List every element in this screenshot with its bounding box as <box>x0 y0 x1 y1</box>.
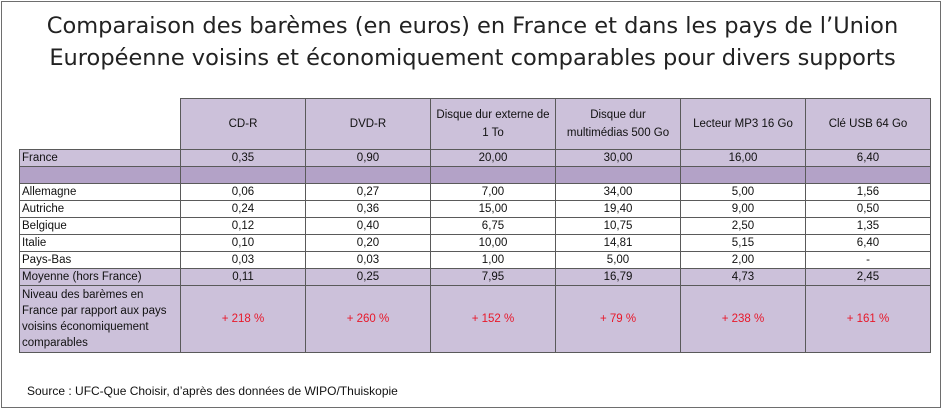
column-header: Disque dur multimédias 500 Go <box>555 98 681 150</box>
table-cell: 0,90 <box>305 149 431 167</box>
table-row: Belgique 0,12 0,40 6,75 10,75 2,50 1,35 <box>19 217 931 235</box>
table-cell: 7,00 <box>430 183 556 201</box>
table-row-average: Moyenne (hors France) 0,11 0,25 7,95 16,… <box>19 268 931 286</box>
column-header: CD-R <box>180 98 306 150</box>
row-label: Autriche <box>19 200 181 218</box>
table-cell: + 161 % <box>805 285 931 353</box>
table-cell: 0,50 <box>805 200 931 218</box>
row-label: France <box>19 149 181 167</box>
table-cell: 5,00 <box>680 183 806 201</box>
row-label: Italie <box>19 234 181 252</box>
table-cell: 2,50 <box>680 217 806 235</box>
source-note: Source : UFC-Que Choisir, d’après des do… <box>27 384 398 398</box>
table-cell: 0,12 <box>180 217 306 235</box>
table-cell: 0,27 <box>305 183 431 201</box>
table-cell: 1,56 <box>805 183 931 201</box>
separator-cell <box>680 166 806 184</box>
table-cell: 0,06 <box>180 183 306 201</box>
column-header: Disque dur externe de 1 To <box>430 98 556 150</box>
table-cell: + 218 % <box>180 285 306 353</box>
column-header: Clé USB 64 Go <box>805 98 931 150</box>
comparison-table: CD-R DVD-R Disque dur externe de 1 To Di… <box>19 98 931 353</box>
table-cell: 16,00 <box>680 149 806 167</box>
table-cell: 0,20 <box>305 234 431 252</box>
page-title: Comparaison des barèmes (en euros) en Fr… <box>0 10 945 74</box>
header-row: CD-R DVD-R Disque dur externe de 1 To Di… <box>19 98 931 150</box>
table-cell: 0,11 <box>180 268 306 286</box>
row-label: Niveau des barèmes en France par rapport… <box>19 285 181 353</box>
table-cell: 30,00 <box>555 149 681 167</box>
table-row: Pays-Bas 0,03 0,03 1,00 5,00 2,00 - <box>19 251 931 269</box>
table-cell: 15,00 <box>430 200 556 218</box>
table-row: Allemagne 0,06 0,27 7,00 34,00 5,00 1,56 <box>19 183 931 201</box>
table-cell: + 79 % <box>555 285 681 353</box>
table-cell: + 238 % <box>680 285 806 353</box>
separator-cell <box>305 166 431 184</box>
table-cell: 6,40 <box>805 234 931 252</box>
separator-row <box>19 166 931 184</box>
table-cell: + 260 % <box>305 285 431 353</box>
table-cell: 4,73 <box>680 268 806 286</box>
table-cell: - <box>805 251 931 269</box>
table-cell: 0,03 <box>305 251 431 269</box>
table-cell: 2,00 <box>680 251 806 269</box>
table-cell: 5,00 <box>555 251 681 269</box>
separator-cell <box>19 166 181 184</box>
table-cell: 19,40 <box>555 200 681 218</box>
separator-cell <box>430 166 556 184</box>
row-label: Moyenne (hors France) <box>19 268 181 286</box>
table-cell: 10,75 <box>555 217 681 235</box>
table-row: Italie 0,10 0,20 10,00 14,81 5,15 6,40 <box>19 234 931 252</box>
table-cell: 0,10 <box>180 234 306 252</box>
column-header: Lecteur MP3 16 Go <box>680 98 806 150</box>
table-cell: 0,35 <box>180 149 306 167</box>
table-cell: 20,00 <box>430 149 556 167</box>
table-cell: 2,45 <box>805 268 931 286</box>
table-cell: 1,35 <box>805 217 931 235</box>
table-cell: 0,25 <box>305 268 431 286</box>
column-header: DVD-R <box>305 98 431 150</box>
row-label: Allemagne <box>19 183 181 201</box>
table-cell: 7,95 <box>430 268 556 286</box>
table-cell: 5,15 <box>680 234 806 252</box>
table-cell: 6,40 <box>805 149 931 167</box>
table-cell: 0,03 <box>180 251 306 269</box>
table-cell: 10,00 <box>430 234 556 252</box>
table-cell: 6,75 <box>430 217 556 235</box>
table-cell: 9,00 <box>680 200 806 218</box>
separator-cell <box>805 166 931 184</box>
table-cell: + 152 % <box>430 285 556 353</box>
separator-cell <box>555 166 681 184</box>
table-cell: 0,40 <box>305 217 431 235</box>
table-cell: 0,24 <box>180 200 306 218</box>
title-line-1: Comparaison des barèmes (en euros) en Fr… <box>46 13 899 39</box>
table-row-ratio: Niveau des barèmes en France par rapport… <box>19 285 931 353</box>
table-cell: 34,00 <box>555 183 681 201</box>
row-label: Pays-Bas <box>19 251 181 269</box>
table-cell: 14,81 <box>555 234 681 252</box>
row-label: Belgique <box>19 217 181 235</box>
table-row: Autriche 0,24 0,36 15,00 19,40 9,00 0,50 <box>19 200 931 218</box>
corner-cell <box>19 98 181 150</box>
separator-cell <box>180 166 306 184</box>
title-line-2: Européenne voisins et économiquement com… <box>49 45 896 71</box>
table-cell: 16,79 <box>555 268 681 286</box>
table-cell: 0,36 <box>305 200 431 218</box>
table-cell: 1,00 <box>430 251 556 269</box>
table-row-france: France 0,35 0,90 20,00 30,00 16,00 6,40 <box>19 149 931 167</box>
